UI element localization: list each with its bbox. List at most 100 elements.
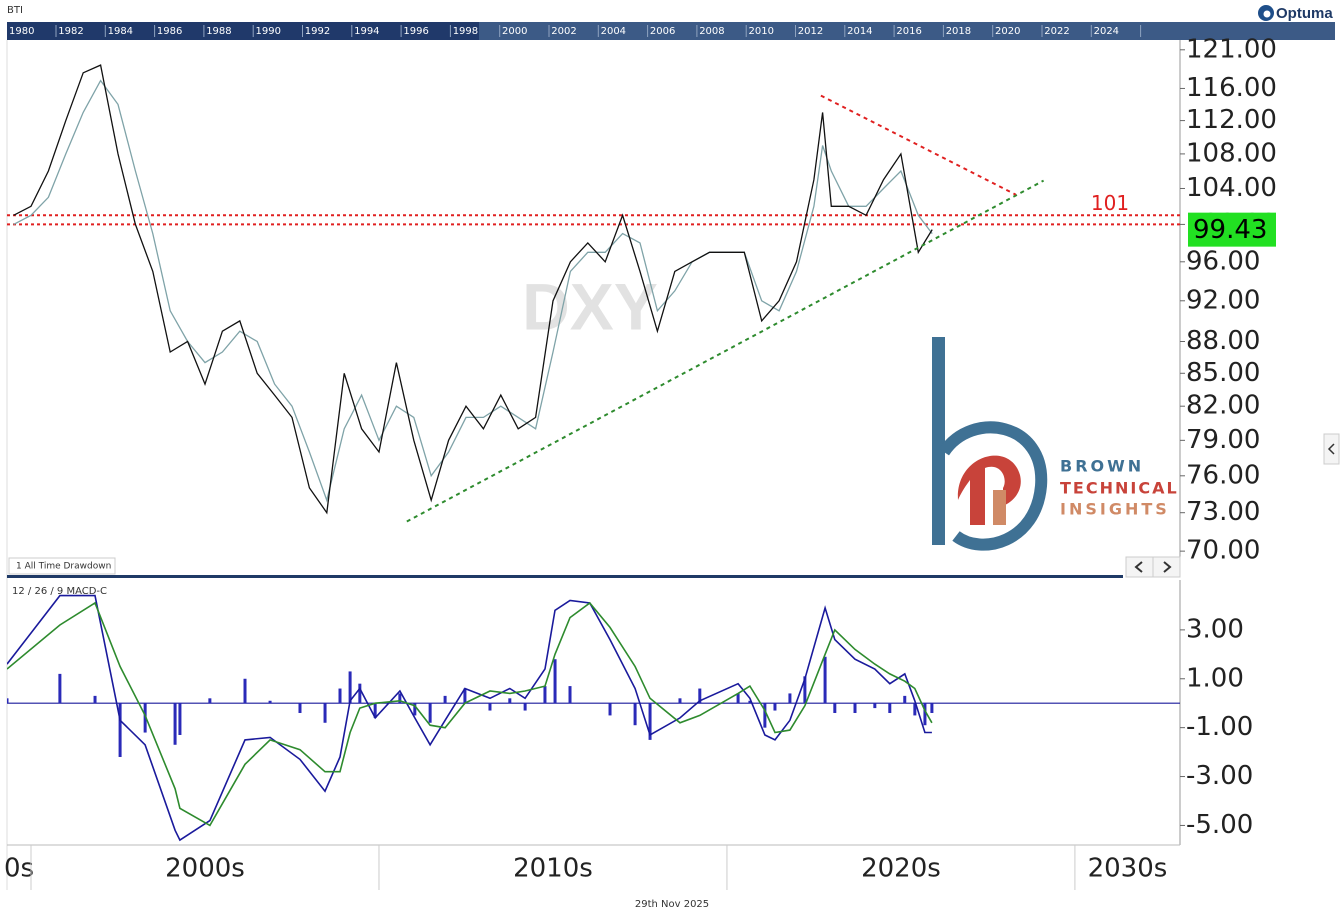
series-line [13,79,933,503]
navigator-label: 2018 [946,26,971,37]
y-tick-label: -1.00 [1186,712,1253,742]
y-tick-label: 1.00 [1186,663,1244,693]
y-tick-label: 73.00 [1186,497,1260,527]
y-tick-label: -5.00 [1186,810,1253,840]
histogram-bar [736,693,740,704]
button-right[interactable] [1152,556,1181,578]
histogram-bar [788,693,792,704]
navigator-label: 2006 [650,26,675,37]
histogram-bar [413,703,417,716]
y-tick-label: 104.00 [1186,173,1277,203]
tab-label[interactable]: 1 All Time Drawdown [16,562,111,572]
price-plot [7,64,1180,523]
logo-stem [932,337,945,545]
brand-name: Optuma [1276,5,1333,22]
navigator-label: 1984 [108,26,133,37]
histogram-bar [58,673,62,704]
histogram-bar [568,686,572,704]
histogram-bar [888,703,892,713]
brand-logo: Optuma [1258,5,1333,22]
last-value-box [1188,212,1276,247]
button-left[interactable] [1125,556,1154,578]
histogram-bar [323,703,327,723]
macd-title: 12 / 26 / 9 MACD-C [12,586,107,597]
navigator-label: 1980 [9,26,34,37]
navigator-dark [7,22,479,40]
histogram-bar [773,703,777,711]
side-panel-toggle[interactable] [1323,433,1340,465]
navigator-label: 1990 [256,26,281,37]
y-tick-label: 70.00 [1186,536,1260,566]
navigator-label: 1994 [354,26,379,37]
x-tick-label: 0s [4,854,34,884]
histogram-bar [923,703,927,726]
navigator-label: 2002 [551,26,576,37]
trendline [406,179,1045,523]
navigator-label: 2014 [847,26,872,37]
chevron [1327,443,1335,455]
x-tick-label: 2030s [1088,854,1168,884]
histogram-bar [903,695,907,704]
tab[interactable] [8,557,116,575]
y-tick-label: 82.00 [1186,391,1260,421]
histogram-bar [463,688,467,704]
histogram-bar [648,703,652,740]
histogram-bar [443,695,447,704]
histogram-bar [833,703,837,713]
panel-divider [7,575,1123,578]
series-line [13,64,933,515]
series-line [7,601,933,827]
x-tick-label: 2000s [165,854,245,884]
histogram-bar [348,671,352,704]
histogram-bar [823,656,827,704]
watermark: DXY [522,269,658,343]
x-tick-label: 2020s [861,854,941,884]
y-tick-label: 92.00 [1186,285,1260,315]
y-tick-label: 88.00 [1186,326,1260,356]
histogram-bar [338,688,342,704]
histogram-bar [748,700,752,704]
logo-bowl [939,421,1048,551]
navigator-label: 2008 [699,26,724,37]
y-tick-label: 76.00 [1186,460,1260,490]
navigator-label: 1982 [58,26,83,37]
chevron [1163,561,1172,573]
histogram-bar [7,698,9,704]
navigator[interactable]: 1980 1982 1984 1986 1988 1990 1992 1994 1996 1998… [9,25,1142,37]
logo-word: BROWN [1060,457,1144,476]
navigator-label: 1988 [206,26,231,37]
y-tick-label: 3.00 [1186,614,1244,644]
histogram-bar [678,698,682,704]
histogram-bar [543,686,547,704]
histogram-bar [398,693,402,704]
histogram-bar [243,678,247,704]
level-label: 101 [1091,191,1129,215]
symbol: BTI [7,5,23,16]
y-tick-label: 79.00 [1186,425,1260,455]
navigator-light [479,22,1335,40]
navigator-label: 1986 [157,26,182,37]
histogram-bar [608,703,612,716]
histogram-bar [698,688,702,704]
series-line [7,594,932,842]
histogram-bar [93,695,97,704]
chevron [1134,561,1143,573]
histogram-bar [873,703,877,709]
y-tick-label: 112.00 [1186,105,1277,135]
y-tick-label: 96.00 [1186,246,1260,276]
histogram-bar [633,703,637,726]
scroll-buttons[interactable] [1125,433,1340,578]
y-tick-label: 85.00 [1186,358,1260,388]
histogram-bar [268,700,272,704]
navigator-label: 2024 [1094,26,1119,37]
logo-bar [993,490,1006,525]
histogram-bar [143,703,147,733]
x-tick-label: 2010s [513,854,593,884]
logo-word: TECHNICAL [1060,479,1179,498]
date: 29th Nov 2025 [635,899,709,910]
navigator-label: 1992 [305,26,330,37]
navigator-label: 2012 [798,26,823,37]
logo-r [957,455,1021,525]
